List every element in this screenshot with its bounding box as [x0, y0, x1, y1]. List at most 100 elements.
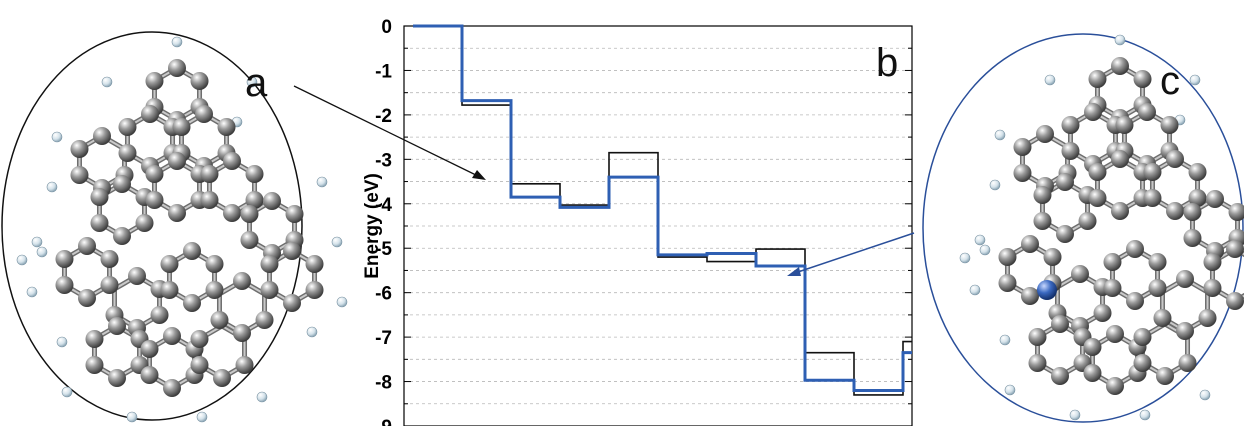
carbon-atom	[1103, 253, 1122, 271]
carbon-atom	[1033, 186, 1052, 204]
panel-label-c: c	[1160, 59, 1180, 103]
carbon-atom	[1106, 377, 1124, 395]
carbon-atom	[1088, 70, 1107, 88]
carbon-atom	[150, 306, 169, 324]
carbon-atom	[1078, 212, 1097, 230]
hydrogen-atom	[246, 76, 258, 88]
carbon-atom	[1021, 287, 1039, 305]
panel-label-a: a	[245, 61, 268, 105]
carbon-atom	[1198, 309, 1217, 327]
carbon-atom	[100, 276, 119, 294]
molecule-panel-c: c	[922, 33, 1244, 423]
carbon-atom	[255, 311, 274, 329]
chart-series	[413, 24, 912, 396]
y-tick-label: -6	[375, 284, 392, 305]
hydrogen-atom	[959, 252, 971, 264]
hydrogen-atom	[61, 386, 73, 398]
hydrogen-atom	[316, 176, 328, 188]
carbon-atom	[240, 231, 259, 249]
molecule-c-outline	[922, 33, 1244, 423]
carbon-atom	[1115, 116, 1134, 134]
carbon-atom	[90, 188, 109, 206]
carbon-atom	[113, 227, 131, 245]
carbon-atom	[168, 59, 186, 77]
carbon-atom	[223, 204, 241, 222]
molecule-c-structure	[959, 34, 1244, 421]
carbon-atom	[100, 250, 119, 268]
hydrogen-atom	[256, 391, 268, 403]
carbon-atom	[205, 281, 224, 299]
carbon-atom	[108, 369, 126, 387]
carbon-atom	[283, 294, 301, 312]
hydrogen-atom	[26, 286, 38, 298]
carbon-atom	[1111, 202, 1129, 220]
hydrogen-atom	[969, 284, 981, 296]
molecule-a-structure	[16, 36, 348, 423]
hydrogen-atom	[989, 179, 1001, 191]
hydrogen-atom	[56, 336, 68, 348]
carbon-atom	[1166, 150, 1184, 168]
carbon-atom	[200, 191, 219, 209]
carbon-atom	[1013, 164, 1032, 182]
carbon-atom	[200, 165, 219, 183]
hydrogen-atom	[1044, 74, 1056, 86]
carbon-atom	[1013, 138, 1032, 156]
carbon-atom	[1033, 212, 1052, 230]
carbon-atom	[998, 274, 1017, 292]
hydrogen-atom	[46, 181, 58, 193]
carbon-atom	[1206, 190, 1224, 208]
hydrogen-atom	[1189, 74, 1201, 86]
carbon-atom	[190, 72, 209, 90]
carbon-atom	[55, 250, 74, 268]
carbon-atom	[1228, 203, 1244, 221]
carbon-atom	[183, 242, 201, 260]
molecule-panel-a: a	[1, 31, 348, 423]
carbon-atom	[1166, 202, 1184, 220]
carbon-atom	[70, 140, 89, 158]
carbon-atom	[213, 369, 231, 387]
carbon-atom	[93, 127, 111, 145]
carbon-atom	[140, 340, 159, 358]
y-axis-tick-labels: 0 -1 -2 -3 -4 -5 -6 -7 -8 -9	[375, 17, 392, 426]
y-tick-label: -7	[375, 328, 392, 349]
carbon-atom	[70, 166, 89, 184]
carbon-atom	[160, 281, 179, 299]
carbon-atom	[85, 356, 104, 374]
carbon-atom	[168, 204, 186, 222]
panel-label-b: b	[876, 41, 898, 85]
molecule-a-outline	[1, 31, 303, 421]
hydrogen-atom	[1114, 34, 1126, 46]
carbon-atom	[1126, 240, 1144, 258]
carbon-atom	[118, 144, 137, 162]
hydrogen-atom	[974, 234, 986, 246]
carbon-atom	[1056, 225, 1074, 243]
carbon-atom	[1111, 150, 1129, 168]
carbon-atom	[1143, 189, 1162, 207]
hydrogen-atom	[1069, 409, 1081, 421]
hydrogen-atom	[994, 129, 1006, 141]
arrow-a-head	[472, 170, 486, 180]
carbon-atom	[1133, 354, 1152, 372]
carbon-atom	[1226, 240, 1244, 258]
carbon-atom	[1148, 279, 1167, 297]
carbon-atom	[1083, 338, 1102, 356]
carbon-atom	[85, 330, 104, 348]
carbon-atom	[55, 276, 74, 294]
energy-step-series-1	[413, 25, 912, 396]
carbon-atom	[285, 205, 304, 223]
hydrogen-atom	[999, 334, 1011, 346]
carbon-atom	[260, 255, 279, 273]
y-tick-label: -9	[375, 417, 392, 426]
energy-step-series-2	[413, 24, 912, 392]
hydrogen-atom	[31, 236, 43, 248]
carbon-atom	[205, 255, 224, 273]
carbon-atom	[1143, 163, 1162, 181]
hydrogen-atom	[306, 326, 318, 338]
carbon-atom	[168, 152, 186, 170]
carbon-atom	[233, 272, 251, 290]
hydrogen-atom	[331, 236, 343, 248]
carbon-atom	[195, 105, 213, 123]
carbon-atom	[118, 118, 137, 136]
carbon-atom	[1028, 354, 1047, 372]
